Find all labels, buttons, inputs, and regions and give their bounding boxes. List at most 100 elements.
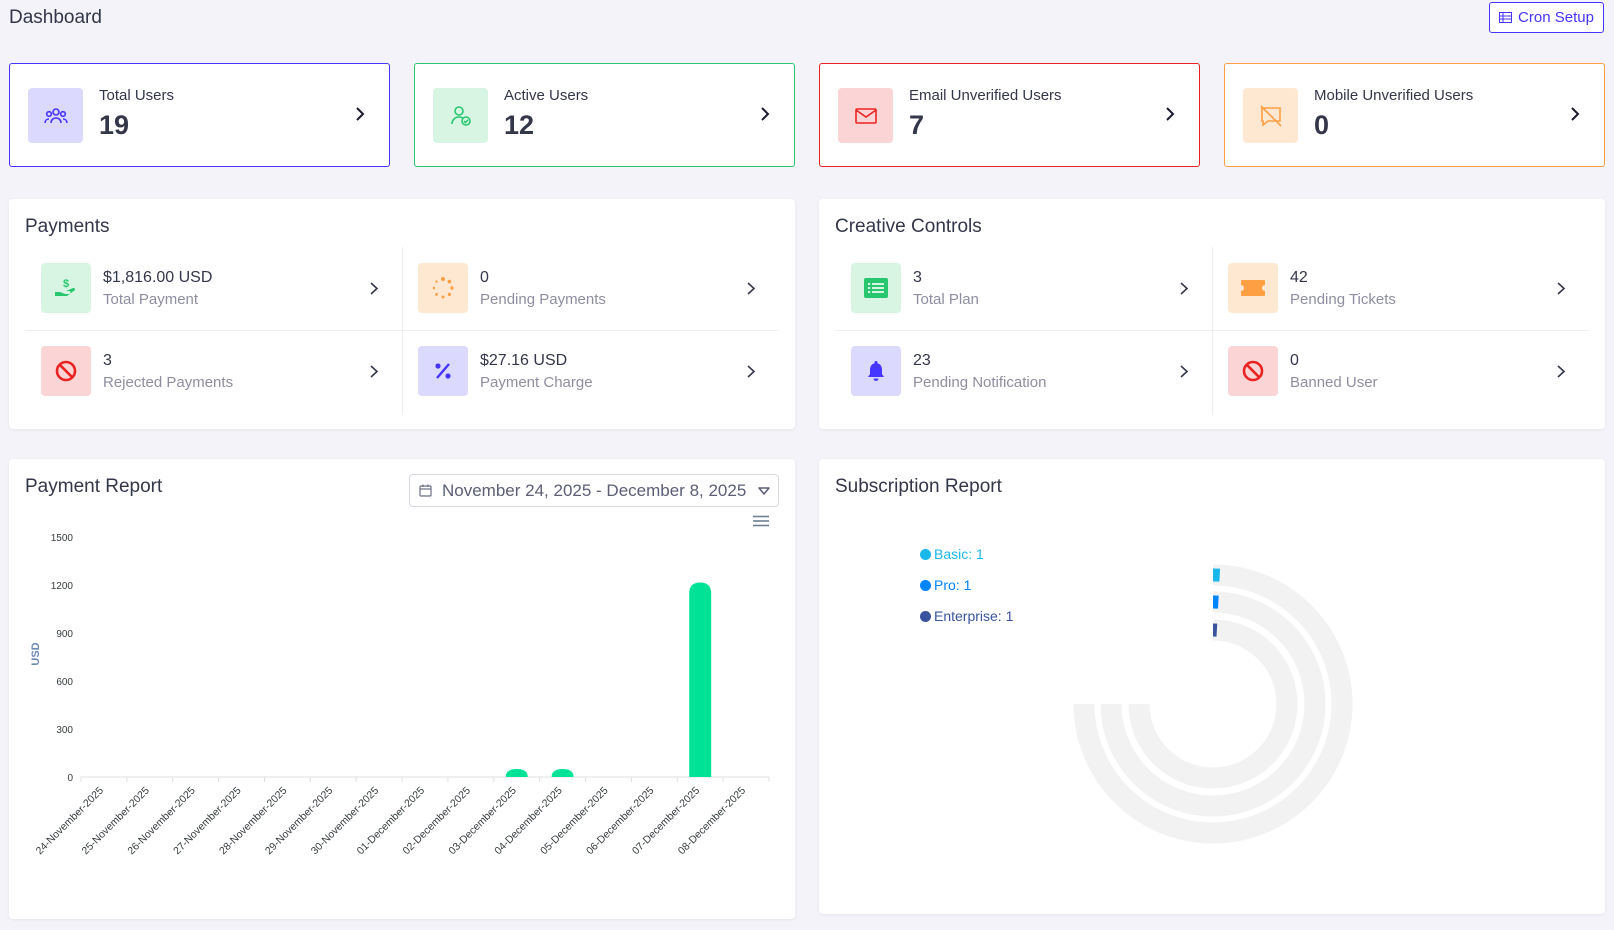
users-group-icon bbox=[28, 88, 83, 143]
stat-payment-charge[interactable]: $27.16 USD Payment Charge bbox=[402, 330, 779, 413]
widget-value: 19 bbox=[99, 110, 130, 140]
widget-total-users[interactable]: Total Users 19 bbox=[9, 63, 390, 167]
chevron-right-icon bbox=[1557, 365, 1566, 378]
x-tick-label: 25-November-2025 bbox=[79, 785, 152, 858]
bell-icon bbox=[851, 346, 901, 396]
stat-value: 3 bbox=[913, 269, 922, 286]
widget-active-users[interactable]: Active Users 12 bbox=[414, 63, 795, 167]
x-tick-label: 28-November-2025 bbox=[217, 785, 290, 858]
chevron-right-icon bbox=[356, 107, 365, 121]
stat-value: $1,816.00 USD bbox=[103, 269, 213, 286]
legend-marker bbox=[920, 610, 931, 622]
x-tick-label: 27-November-2025 bbox=[171, 785, 244, 858]
stat-label: Pending Notification bbox=[913, 374, 1047, 391]
chevron-right-icon bbox=[1571, 107, 1580, 121]
divider bbox=[402, 247, 403, 415]
stat-value: 42 bbox=[1290, 269, 1308, 286]
widget-email-unverified[interactable]: Email Unverified Users 7 bbox=[819, 63, 1200, 167]
divider bbox=[25, 330, 779, 331]
stat-pending-notification[interactable]: 23 Pending Notification bbox=[835, 330, 1212, 413]
radial-track bbox=[1073, 564, 1353, 844]
list-icon bbox=[851, 263, 901, 313]
stat-banned-user[interactable]: 0 Banned User bbox=[1212, 330, 1589, 413]
chevron-right-icon bbox=[1557, 282, 1566, 295]
stat-value: 0 bbox=[1290, 352, 1299, 369]
y-tick-label: 0 bbox=[67, 773, 73, 784]
subscription-report-title: Subscription Report bbox=[835, 476, 1002, 497]
cron-setup-label: Cron Setup bbox=[1518, 9, 1594, 26]
stat-label: Pending Tickets bbox=[1290, 291, 1396, 308]
x-tick-label: 05-December-2025 bbox=[538, 785, 611, 858]
legend-label: Enterprise: 1 bbox=[934, 608, 1014, 624]
spinner-icon bbox=[418, 263, 468, 313]
x-tick-label: 26-November-2025 bbox=[125, 785, 198, 858]
stat-rejected-payments[interactable]: 3 Rejected Payments bbox=[25, 330, 402, 413]
stat-value: 3 bbox=[103, 352, 112, 369]
widget-value: 0 bbox=[1314, 110, 1330, 140]
cron-setup-button[interactable]: Cron Setup bbox=[1489, 2, 1604, 33]
chevron-right-icon bbox=[1180, 365, 1189, 378]
legend-marker bbox=[920, 579, 931, 591]
y-tick-label: 1200 bbox=[51, 581, 74, 592]
payment-report-title: Payment Report bbox=[25, 476, 163, 497]
widget-value: 12 bbox=[504, 110, 535, 140]
caret-down-icon bbox=[758, 487, 770, 495]
stat-label: Total Plan bbox=[913, 291, 979, 308]
legend-enterprise[interactable]: Enterprise: 1 bbox=[920, 608, 1013, 624]
date-range-picker[interactable]: November 24, 2025 - December 8, 2025 bbox=[409, 474, 779, 507]
y-tick-label: 600 bbox=[56, 677, 73, 688]
chevron-right-icon bbox=[370, 365, 379, 378]
widget-label: Email Unverified Users bbox=[909, 87, 1062, 104]
stat-label: Rejected Payments bbox=[103, 374, 234, 391]
x-tick-label: 01-December-2025 bbox=[355, 785, 428, 858]
chevron-right-icon bbox=[761, 107, 770, 121]
chevron-right-icon bbox=[1180, 282, 1189, 295]
stat-label: Banned User bbox=[1290, 374, 1378, 391]
calendar-icon bbox=[419, 484, 432, 497]
stat-label: Pending Payments bbox=[480, 291, 606, 308]
page-title: Dashboard bbox=[9, 7, 102, 28]
stat-label: Payment Charge bbox=[480, 374, 593, 391]
creative-controls-card: Creative Controls 3 Total Plan 42 Pendin… bbox=[819, 199, 1605, 429]
hand-dollar-icon: $ bbox=[41, 263, 91, 313]
x-tick-label: 07-December-2025 bbox=[630, 785, 703, 858]
chevron-right-icon bbox=[1166, 107, 1175, 121]
divider bbox=[1212, 247, 1213, 415]
bar[interactable] bbox=[505, 769, 528, 777]
stat-total-plan[interactable]: 3 Total Plan bbox=[835, 247, 1212, 330]
payments-card: Payments $ $1,816.00 USD Total Payment 0… bbox=[9, 199, 795, 429]
chevron-right-icon bbox=[747, 365, 756, 378]
radial-track bbox=[1128, 619, 1298, 789]
stat-pending-tickets[interactable]: 42 Pending Tickets bbox=[1212, 247, 1589, 330]
widget-label: Mobile Unverified Users bbox=[1314, 87, 1474, 104]
stat-pending-payments[interactable]: 0 Pending Payments bbox=[402, 247, 779, 330]
legend-label: Basic: 1 bbox=[934, 546, 984, 562]
ticket-icon bbox=[1228, 263, 1278, 313]
svg-text:$: $ bbox=[63, 278, 69, 290]
ban-icon bbox=[1228, 346, 1278, 396]
chevron-right-icon bbox=[747, 282, 756, 295]
widget-value: 7 bbox=[909, 110, 925, 140]
x-tick-label: 06-December-2025 bbox=[584, 785, 657, 858]
widget-mobile-unverified[interactable]: Mobile Unverified Users 0 bbox=[1224, 63, 1605, 167]
chart-menu-icon[interactable] bbox=[753, 515, 769, 527]
ban-icon bbox=[41, 346, 91, 396]
stat-label: Total Payment bbox=[103, 291, 199, 308]
envelope-icon bbox=[838, 88, 893, 143]
legend-basic[interactable]: Basic: 1 bbox=[920, 546, 984, 562]
x-tick-label: 02-December-2025 bbox=[401, 785, 474, 858]
payment-report-card: Payment Report November 24, 2025 - Decem… bbox=[9, 459, 795, 919]
stat-total-payment[interactable]: $ $1,816.00 USD Total Payment bbox=[25, 247, 402, 330]
radial-track bbox=[1100, 591, 1326, 817]
subscription-radial-chart bbox=[1073, 564, 1353, 844]
y-axis-label: USD bbox=[30, 642, 42, 665]
legend-marker bbox=[920, 548, 931, 560]
creative-controls-title: Creative Controls bbox=[835, 216, 982, 237]
bar[interactable] bbox=[689, 582, 712, 777]
legend-pro[interactable]: Pro: 1 bbox=[920, 577, 971, 593]
x-tick-label: 24-November-2025 bbox=[34, 785, 107, 858]
bar[interactable] bbox=[551, 769, 574, 777]
stat-value: 23 bbox=[913, 352, 931, 369]
stat-value: $27.16 USD bbox=[480, 352, 568, 369]
